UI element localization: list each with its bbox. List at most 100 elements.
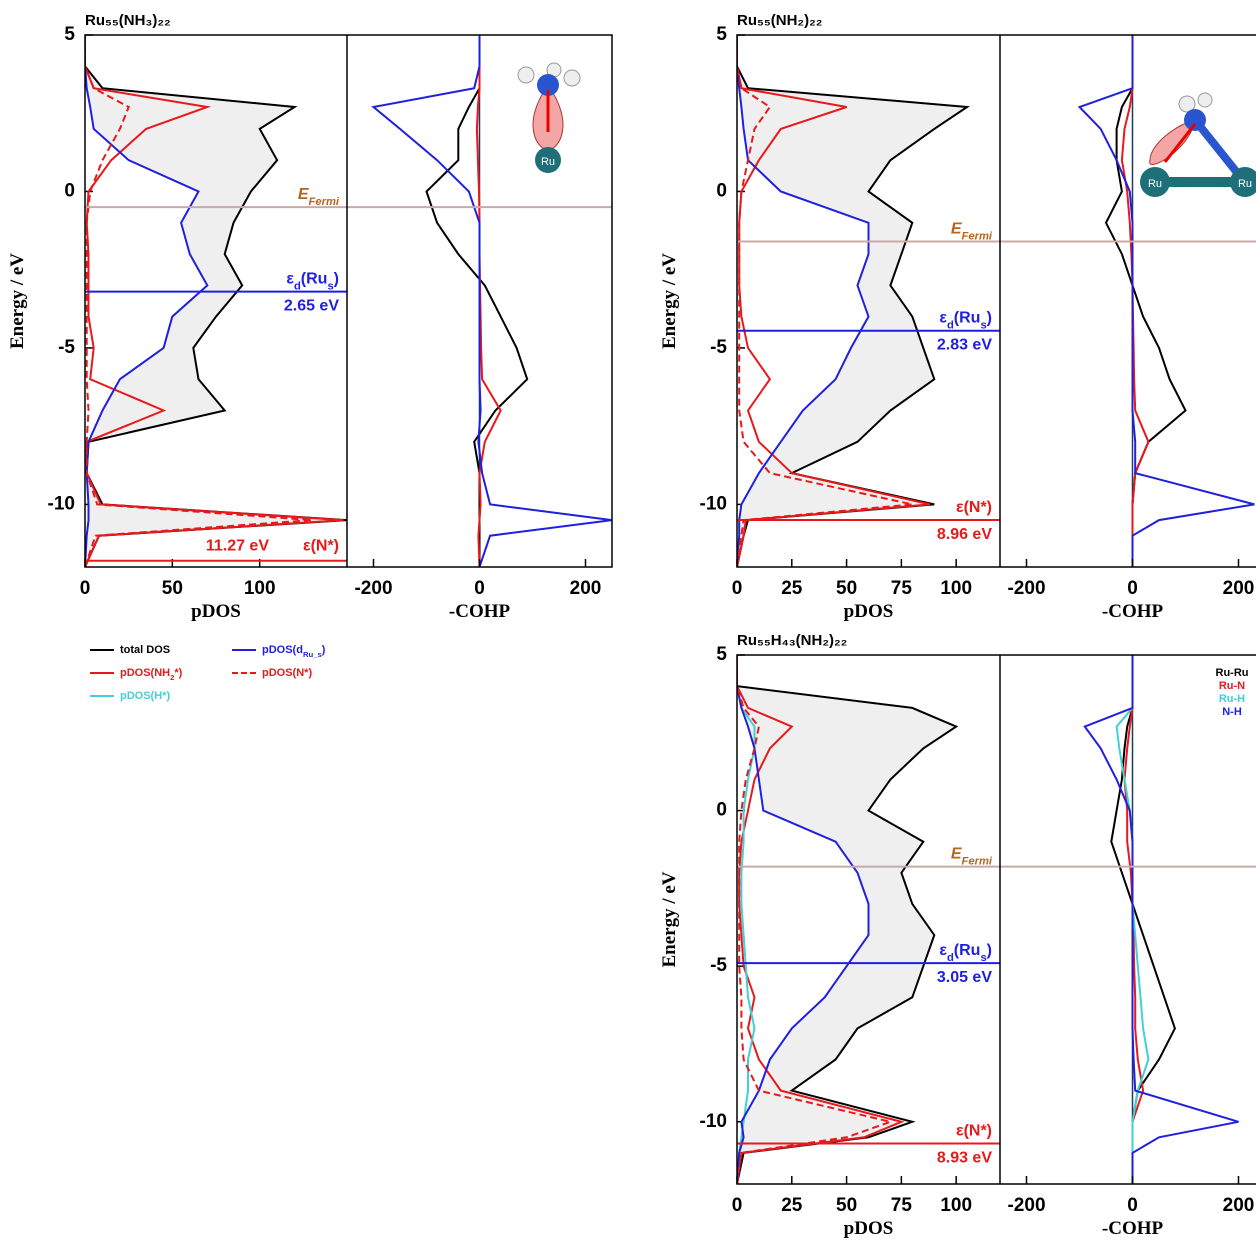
level-label: ε(N*): [956, 499, 992, 516]
y-tick-label: 0: [716, 180, 727, 201]
y-tick-label: -5: [710, 955, 727, 976]
y-tick-label: 5: [716, 24, 727, 45]
legend-entry: pDOS(NH2*): [120, 667, 183, 682]
series-line: [737, 35, 913, 567]
atom-h: [1178, 95, 1196, 113]
x-tick-label: 0: [80, 578, 91, 599]
level-label: ε(N*): [956, 1123, 992, 1140]
level-label: EFermi: [298, 186, 340, 208]
x-tick-label: 75: [891, 1195, 913, 1216]
series-line: [371, 35, 612, 567]
series-line: [85, 35, 347, 567]
series-line: [1083, 655, 1239, 1184]
subplot: [737, 35, 971, 567]
text-part: total DOS: [120, 644, 170, 656]
x-tick-label: 50: [836, 578, 857, 599]
x-axis-label: -COHP: [1102, 601, 1164, 622]
level-note: 2.65 eV: [284, 298, 339, 315]
series-line: [737, 35, 931, 567]
x-tick-label: 50: [162, 578, 183, 599]
text-part: ): [322, 644, 326, 656]
x-tick-label: -200: [354, 578, 392, 599]
text-part: ε: [286, 271, 294, 288]
series-line: [737, 655, 905, 1184]
panel-title: Ru₅₅H₄₃(NH₂)₂₂: [737, 632, 847, 649]
atom-h: [1197, 92, 1213, 108]
legend-entry: Ru-N: [1219, 680, 1245, 692]
bond-arrow: [1163, 123, 1197, 163]
series-line: [85, 35, 344, 567]
panel: Ru₅₅H₄₃(NH₂)₂₂ -10 -5 0 5 Energy / eV 0 25 50 75 1…: [659, 632, 1256, 1239]
subplot: [1077, 35, 1255, 567]
text-part: (Ru: [954, 310, 981, 327]
x-tick-label: 0: [1127, 578, 1138, 599]
fill-area: [737, 655, 957, 1184]
axes-frame: [736, 654, 1256, 1185]
fill-area: [85, 35, 347, 567]
text-part: pDOS(H*): [120, 690, 170, 702]
y-tick-label: 0: [64, 180, 75, 201]
series-line: [737, 655, 894, 1184]
text-part: pDOS(N*): [262, 667, 312, 679]
subscript: d: [294, 281, 301, 293]
atom-ru: [1140, 167, 1170, 197]
x-tick-label: 25: [781, 1195, 803, 1216]
level-note: 11.27 eV: [206, 538, 270, 555]
x-tick-label: 200: [1223, 1195, 1255, 1216]
orbital-lobe: [1149, 119, 1196, 165]
series-line: [1077, 35, 1255, 567]
x-tick-label: 100: [244, 578, 276, 599]
series-line: [737, 655, 959, 1184]
text-part: ): [987, 942, 992, 959]
y-tick-label: -10: [48, 493, 75, 514]
text-part: ε: [939, 310, 947, 327]
y-tick-label: 0: [716, 800, 727, 821]
series-line: [737, 35, 870, 567]
panel-title: Ru₅₅(NH₃)₂₂: [85, 12, 171, 29]
text-part: E: [951, 221, 963, 238]
text-part: ): [987, 310, 992, 327]
x-tick-label: 75: [891, 578, 913, 599]
text-part: (Ru: [301, 271, 328, 288]
y-axis-label: Energy / eV: [659, 871, 680, 967]
level-note: 2.83 eV: [937, 337, 992, 354]
legend-entry: N-H: [1222, 706, 1242, 718]
x-tick-label: 50: [836, 1195, 857, 1216]
x-axis-label: pDOS: [191, 601, 241, 622]
text-part: E: [951, 846, 963, 863]
x-tick-label: -200: [1007, 1195, 1045, 1216]
level-note: 8.96 eV: [937, 526, 992, 543]
legend-entry: pDOS(H*): [120, 690, 170, 702]
subscript: d: [947, 320, 954, 332]
level-note: 3.05 eV: [937, 969, 992, 986]
series-line: [1115, 655, 1150, 1184]
atom-n: [1184, 109, 1206, 131]
subplot: [371, 35, 612, 567]
y-axis-label: Energy / eV: [659, 253, 680, 349]
y-tick-label: 5: [716, 644, 727, 665]
atom-ru: [535, 147, 561, 173]
axes-frame: [84, 34, 613, 568]
y-tick-label: -5: [710, 337, 727, 358]
subplot: [85, 35, 347, 567]
y-tick-label: -10: [700, 493, 727, 514]
atom-label: Ru: [1148, 178, 1162, 190]
x-tick-label: 0: [732, 578, 743, 599]
subscript: Fermi: [962, 231, 993, 243]
legend-entry: Ru-Ru: [1216, 667, 1249, 679]
y-tick-label: 5: [64, 24, 75, 45]
text-part: E: [298, 186, 310, 203]
text-part: (Ru: [954, 942, 981, 959]
level-label: ε(N*): [303, 538, 339, 555]
text-part: ε(N*): [956, 499, 992, 516]
atom-label: Ru: [541, 156, 555, 168]
level-label: εd(Rus): [939, 942, 992, 964]
legend-entry: pDOS(dRu_s): [262, 644, 326, 659]
x-tick-label: 100: [940, 578, 972, 599]
x-tick-label: 0: [474, 578, 485, 599]
bond: [1191, 117, 1247, 183]
panel: Ru₅₅(NH₂)₂₂ -10 -5 0 5 Energy / eV 0 25 50 75 100 p…: [659, 12, 1256, 622]
series-line: [737, 655, 870, 1184]
fill-area: [737, 35, 968, 567]
